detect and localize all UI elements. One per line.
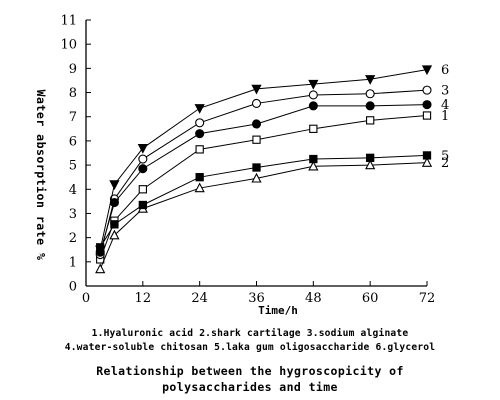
data-point (421, 157, 433, 167)
series-line (99, 89, 428, 255)
chart-title-line-2: polysaccharides and time (162, 380, 338, 394)
y-tick-label: 1 (69, 255, 77, 270)
y-axis-title: Water absorption rate % (34, 90, 48, 261)
data-point (251, 119, 262, 129)
legend-line-2: 4.water-soluble chitosan 5.laka gum olig… (64, 342, 436, 353)
x-tick-label: 48 (305, 291, 322, 306)
data-point (309, 154, 318, 164)
data-point (251, 172, 262, 183)
data-point (109, 229, 120, 240)
data-point (138, 200, 147, 210)
series-2 (95, 157, 433, 274)
data-point (308, 101, 318, 111)
data-point (109, 198, 119, 208)
data-point (110, 220, 119, 229)
x-tick-label: 24 (191, 291, 208, 306)
y-tick-label: 8 (69, 86, 77, 101)
data-point (308, 79, 319, 90)
y-tick-label: 11 (60, 14, 77, 29)
legend-line-1: 1.Hyaluronic acid 2.shark cartilage 3.so… (91, 328, 409, 339)
data-point (109, 180, 120, 191)
labels-layer: 1 2 34 5 6 (441, 63, 449, 171)
data-point (95, 245, 106, 256)
y-tick-label: 6 (69, 134, 77, 149)
data-point (195, 129, 205, 139)
series-3 (95, 85, 432, 260)
series-line (99, 69, 428, 250)
data-point (195, 145, 204, 154)
data-point (366, 116, 375, 125)
series-line (99, 154, 428, 248)
x-axis-title: Time/h (258, 304, 298, 317)
y-tick-label: 7 (69, 110, 77, 125)
y-tick-label: 4 (69, 183, 77, 198)
data-point (366, 153, 375, 162)
data-point (252, 135, 261, 144)
series-line (99, 104, 428, 253)
data-point (195, 118, 205, 128)
data-point (137, 144, 148, 154)
data-point (309, 124, 318, 133)
x-tick-label: 60 (362, 291, 379, 306)
data-point (422, 85, 432, 95)
data-point (138, 185, 147, 194)
data-point (422, 151, 432, 160)
data-point (365, 101, 375, 111)
data-point (365, 159, 376, 170)
series-label: 3 (441, 84, 449, 99)
data-point (308, 160, 319, 171)
y-tick-label: 0 (69, 280, 77, 295)
series-1 (96, 111, 432, 264)
data-point (421, 65, 433, 76)
data-point (95, 263, 106, 274)
series-label: 1 (441, 109, 449, 124)
data-point (195, 173, 204, 182)
series-4 (95, 100, 432, 257)
series-label: 5 (441, 149, 449, 164)
data-point (365, 75, 376, 85)
series-label: 2 (441, 156, 449, 171)
x-tick-label: 0 (82, 291, 90, 306)
data-point (308, 90, 318, 100)
series-label: 6 (441, 63, 449, 78)
data-point (422, 100, 432, 110)
series-6 (95, 65, 433, 256)
data-point (194, 104, 205, 114)
series-layer (95, 65, 433, 274)
series-label: 4 (441, 98, 449, 113)
data-point (138, 154, 148, 164)
y-tick-label: 5 (69, 159, 77, 174)
chart-title-line-1: Relationship between the hygroscopicity … (96, 364, 404, 378)
data-point (365, 89, 375, 99)
series-line (99, 115, 428, 260)
y-tick-label: 9 (69, 62, 77, 77)
data-point (194, 182, 205, 193)
data-point (138, 164, 148, 174)
y-tick-label: 10 (60, 38, 77, 53)
data-point (422, 111, 432, 120)
data-point (251, 98, 262, 108)
data-point (252, 163, 261, 172)
y-tick-label: 2 (69, 231, 77, 246)
x-tick-label: 36 (248, 291, 265, 306)
series-line (99, 162, 428, 270)
y-tick-label: 3 (69, 207, 77, 222)
x-tick-label: 12 (135, 291, 152, 306)
data-point (251, 84, 262, 95)
x-tick-label: 72 (419, 291, 436, 306)
